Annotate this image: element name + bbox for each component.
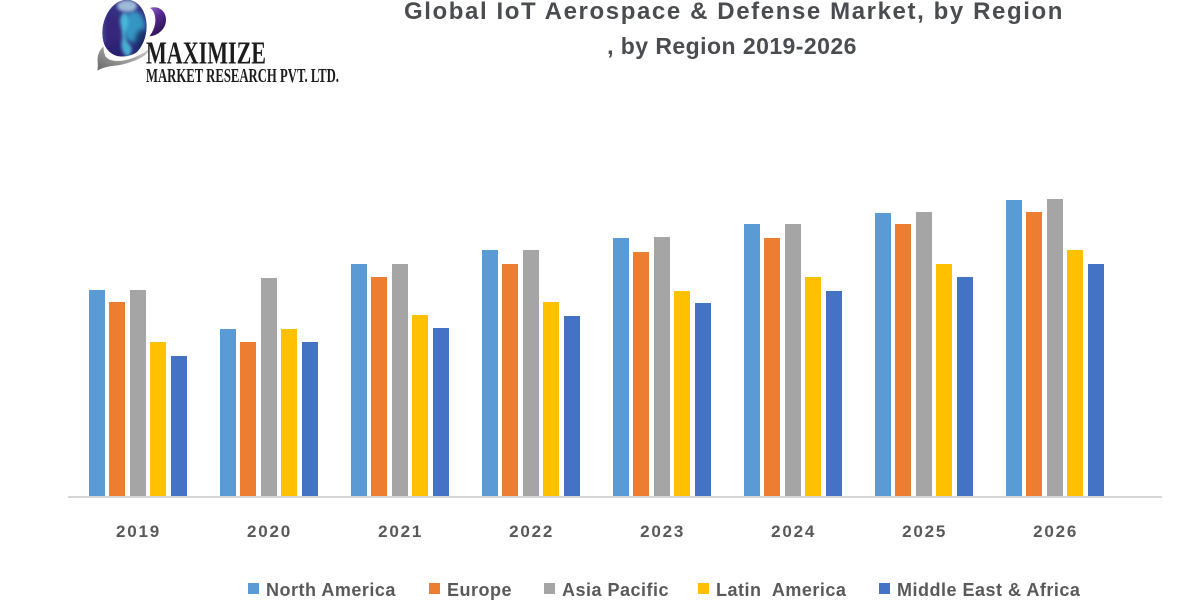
svg-text:MARKET RESEARCH PVT. LTD.: MARKET RESEARCH PVT. LTD. xyxy=(146,66,339,87)
svg-text:MAXIMIZE: MAXIMIZE xyxy=(146,35,266,71)
